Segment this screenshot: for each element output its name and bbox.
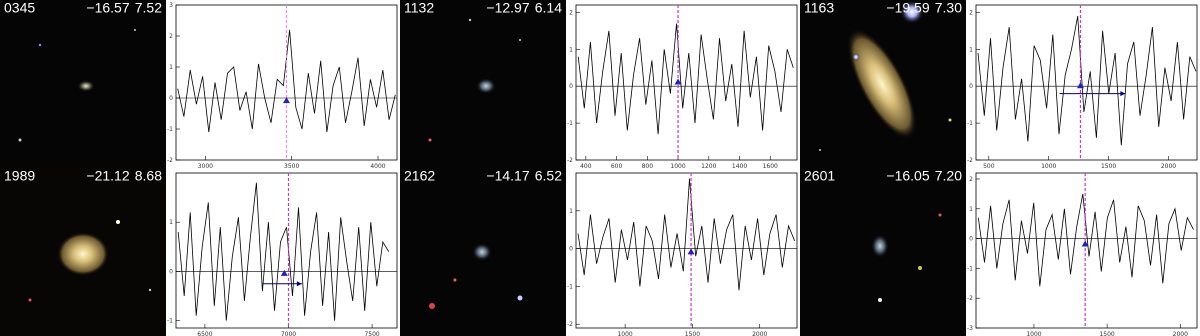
star xyxy=(900,0,924,24)
plot-frame xyxy=(575,4,798,161)
x-tick-label: 1500 xyxy=(1099,331,1114,336)
y-tick-label: -1 xyxy=(567,120,573,127)
image-label: −16.57 xyxy=(86,0,129,15)
y-tick-label: -2 xyxy=(967,157,973,164)
stars xyxy=(18,18,952,309)
y-tick-label: 1 xyxy=(969,206,973,213)
y-tick-label: 0 xyxy=(969,236,973,243)
star xyxy=(852,53,860,61)
y-tick-label: 1 xyxy=(169,219,173,226)
x-tick-label: 1200 xyxy=(701,163,716,170)
x-tick-label: 1000 xyxy=(1041,163,1056,170)
y-tick-label: -1 xyxy=(967,265,973,272)
marker xyxy=(674,78,682,85)
galaxy xyxy=(57,232,109,276)
galaxy xyxy=(476,78,496,94)
x-tick-label: 800 xyxy=(642,163,654,170)
spectrum-line xyxy=(577,178,796,291)
x-tick-label: 500 xyxy=(983,163,995,170)
x-tick-label: 2000 xyxy=(1173,331,1188,336)
y-tick-label: 0 xyxy=(969,83,973,90)
y-tick-label: 1 xyxy=(569,46,573,53)
x-tick-label: 2000 xyxy=(752,331,767,336)
plot-frame xyxy=(975,172,1198,329)
galaxy xyxy=(871,234,889,258)
x-tick-label: 3500 xyxy=(284,163,299,170)
y-tick-label: -1 xyxy=(167,318,173,325)
x-tick-label: 1000 xyxy=(670,163,685,170)
y-tick-label: -1 xyxy=(167,126,173,133)
image-label: 2162 xyxy=(404,167,435,183)
x-tick-label: 7000 xyxy=(281,331,296,336)
image-label: −19.59 xyxy=(886,0,929,15)
spectrum-line xyxy=(977,16,1197,146)
arrow-head xyxy=(296,281,302,287)
plot-frame xyxy=(175,172,398,329)
x-tick-label: 1000 xyxy=(1026,331,1041,336)
x-tick-label: 400 xyxy=(580,163,592,170)
x-tick-label: 1400 xyxy=(732,163,747,170)
galaxy xyxy=(472,243,492,261)
marker xyxy=(283,97,290,104)
image-label: 8.68 xyxy=(135,167,162,183)
image-label: 0345 xyxy=(4,0,35,15)
galaxy xyxy=(847,28,917,140)
x-tick-label: 2000 xyxy=(1161,163,1176,170)
y-tick-label: 1 xyxy=(169,64,173,71)
y-tick-label: -1 xyxy=(567,283,573,290)
spectrum-line xyxy=(177,182,390,321)
y-tick-label: 0 xyxy=(569,83,573,90)
image-label: 6.52 xyxy=(535,167,562,183)
y-tick-label: -2 xyxy=(167,157,173,164)
arrow-head xyxy=(1120,91,1126,97)
y-tick-label: 0 xyxy=(569,246,573,253)
image-label: 6.14 xyxy=(535,0,562,15)
y-tick-label: 2 xyxy=(969,176,973,183)
image-label: −14.17 xyxy=(486,167,529,183)
y-tick-label: 2 xyxy=(569,9,573,16)
x-tick-label: 3000 xyxy=(198,163,213,170)
y-tick-label: 1 xyxy=(969,46,973,53)
image-label: 7.30 xyxy=(935,0,962,15)
y-tick-label: -2 xyxy=(967,295,973,302)
x-tick-label: 1500 xyxy=(1101,163,1116,170)
y-tick-label: 0 xyxy=(169,268,173,275)
x-tick-label: 1500 xyxy=(685,331,700,336)
spectrum-line xyxy=(977,193,1194,287)
marker xyxy=(1076,82,1084,89)
marker xyxy=(687,248,695,255)
y-tick-label: -1 xyxy=(967,120,973,127)
x-tick-label: 7500 xyxy=(364,331,379,336)
galaxy xyxy=(77,80,95,92)
image-label: −12.97 xyxy=(486,0,529,15)
y-tick-label: -3 xyxy=(967,325,973,332)
image-label: −21.12 xyxy=(86,167,129,183)
image-label: 7.52 xyxy=(135,0,162,15)
marker xyxy=(280,269,288,276)
y-tick-label: -2 xyxy=(567,321,573,328)
image-label: 1132 xyxy=(404,0,434,15)
y-tick-label: 1 xyxy=(569,208,573,215)
y-tick-label: 0 xyxy=(169,95,173,102)
y-tick-label: 2 xyxy=(969,9,973,16)
image-label: 7.20 xyxy=(935,167,962,183)
x-tick-label: 1000 xyxy=(617,331,632,336)
y-tick-label: 2 xyxy=(169,33,173,40)
x-tick-label: 600 xyxy=(611,163,623,170)
y-tick-label: -2 xyxy=(567,157,573,164)
image-label: 1989 xyxy=(4,167,35,183)
x-tick-label: 1600 xyxy=(763,163,778,170)
x-tick-label: 6500 xyxy=(197,331,212,336)
x-tick-label: 4000 xyxy=(370,163,385,170)
plot-frame xyxy=(575,172,798,329)
galaxy-images xyxy=(0,0,966,336)
image-label: 2601 xyxy=(804,167,835,183)
spectrum-line xyxy=(577,23,794,135)
y-tick-label: 3 xyxy=(169,2,173,9)
image-label: 1163 xyxy=(804,0,834,15)
marker xyxy=(1081,240,1089,247)
image-label: −16.05 xyxy=(886,167,929,183)
